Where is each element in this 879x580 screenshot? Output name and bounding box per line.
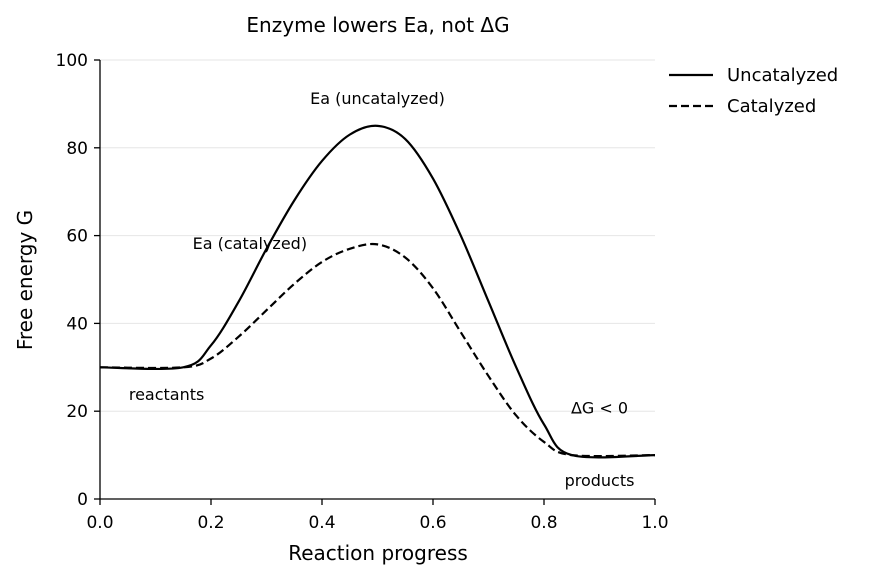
legend-label: Catalyzed bbox=[727, 96, 816, 117]
annotation: Ea (catalyzed) bbox=[193, 234, 307, 253]
x-axis-label: Reaction progress bbox=[288, 541, 468, 565]
axes: 0 20 40 60 80 100 0.0 0.2 0.4 0.6 0.8 1.0 bbox=[56, 51, 669, 533]
annotation: Ea (uncatalyzed) bbox=[310, 89, 445, 108]
y-axis-label: Free energy G bbox=[13, 210, 37, 350]
x-tick-label: 0.0 bbox=[86, 513, 113, 533]
y-tick-label: 80 bbox=[66, 139, 88, 159]
series-line-catalyzed bbox=[99, 242, 656, 458]
y-tick-label: 100 bbox=[56, 51, 88, 71]
annotation: reactants bbox=[129, 385, 205, 404]
plot-area bbox=[99, 124, 656, 459]
x-tick-label: 1.0 bbox=[641, 513, 668, 533]
x-tick-label: 0.6 bbox=[419, 513, 446, 533]
chart-title: Enzyme lowers Ea, not ΔG bbox=[246, 13, 509, 37]
series-line-uncatalyzed bbox=[99, 124, 656, 459]
legend-label: Uncatalyzed bbox=[727, 65, 838, 86]
annotations: Ea (uncatalyzed) Ea (catalyzed) reactants Δ… bbox=[129, 89, 635, 490]
y-tick-label: 60 bbox=[66, 227, 88, 247]
x-tick-label: 0.8 bbox=[530, 513, 557, 533]
y-tick-label: 40 bbox=[66, 314, 88, 334]
annotation: ΔG < 0 bbox=[571, 398, 628, 417]
legend: Uncatalyzed Catalyzed bbox=[669, 65, 838, 117]
x-tick-label: 0.4 bbox=[308, 513, 335, 533]
y-tick-label: 20 bbox=[66, 402, 88, 422]
y-tick-label: 0 bbox=[77, 490, 88, 510]
x-tick-label: 0.2 bbox=[197, 513, 224, 533]
annotation: products bbox=[565, 471, 635, 490]
